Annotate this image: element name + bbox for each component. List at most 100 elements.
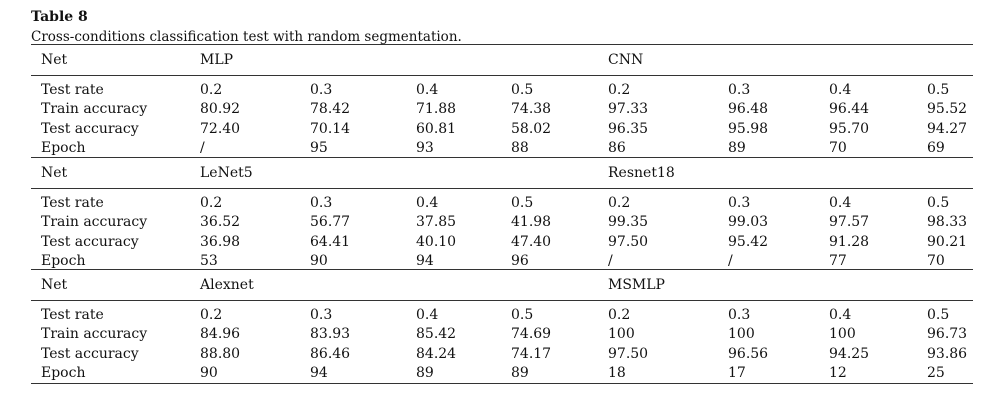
table-cell: 83.93 <box>310 326 351 342</box>
table-cell: 12 <box>829 365 847 381</box>
table-cell: 0.3 <box>310 195 333 211</box>
row-label: Train accuracy <box>41 326 148 342</box>
model-name-left: Alexnet <box>200 277 254 293</box>
table-cell: 0.2 <box>608 307 631 323</box>
table-cell: 0.5 <box>927 307 950 323</box>
table-cell: 93.86 <box>927 346 968 362</box>
table-cell: 0.2 <box>200 195 223 211</box>
row-label: Test accuracy <box>41 121 139 137</box>
table-cell: 96.56 <box>728 346 769 362</box>
section-top-rule <box>31 269 973 270</box>
table-cell: 70.14 <box>310 121 351 137</box>
table-cell: 96.44 <box>829 101 870 117</box>
table-cell: 96.48 <box>728 101 769 117</box>
table-cell: 69 <box>927 140 945 156</box>
table-cell: 17 <box>728 365 746 381</box>
table-cell: 0.5 <box>511 195 534 211</box>
table-cell: 0.4 <box>829 82 852 98</box>
table-cell: 97.57 <box>829 214 870 230</box>
table-cell: 100 <box>829 326 856 342</box>
table-cell: 0.3 <box>310 307 333 323</box>
model-name-right: Resnet18 <box>608 165 675 181</box>
table-title: Table 8 <box>31 9 88 25</box>
table-cell: 89 <box>511 365 529 381</box>
net-label: Net <box>41 52 68 68</box>
row-label: Epoch <box>41 365 86 381</box>
table-cell: 74.17 <box>511 346 552 362</box>
table-cell: 99.03 <box>728 214 769 230</box>
table-cell: 18 <box>608 365 626 381</box>
table-cell: 25 <box>927 365 945 381</box>
table-cell: 86 <box>608 140 626 156</box>
table-caption: Cross-conditions classification test wit… <box>31 29 462 45</box>
row-label: Epoch <box>41 140 86 156</box>
table-cell: 0.5 <box>511 307 534 323</box>
row-label: Train accuracy <box>41 101 148 117</box>
section-header-rule <box>31 188 973 189</box>
table-cell: 93 <box>416 140 434 156</box>
table-cell: 96.35 <box>608 121 649 137</box>
table-cell: 88.80 <box>200 346 241 362</box>
table-cell: 90.21 <box>927 234 968 250</box>
row-label: Test rate <box>41 307 104 323</box>
table-cell: 95.52 <box>927 101 968 117</box>
table-cell: 0.3 <box>310 82 333 98</box>
table-cell: 94 <box>416 253 434 269</box>
table-cell: 0.2 <box>200 82 223 98</box>
table-cell: / <box>728 253 733 269</box>
table-cell: 0.5 <box>511 82 534 98</box>
model-name-right: CNN <box>608 52 644 68</box>
table-cell: 70 <box>829 140 847 156</box>
table-cell: / <box>608 253 613 269</box>
table-cell: 0.3 <box>728 307 751 323</box>
table-cell: 0.4 <box>416 82 439 98</box>
table-cell: 96 <box>511 253 529 269</box>
table-cell: 0.2 <box>200 307 223 323</box>
table-cell: 36.52 <box>200 214 241 230</box>
row-label: Epoch <box>41 253 86 269</box>
row-label: Test rate <box>41 82 104 98</box>
table-cell: 95.70 <box>829 121 870 137</box>
table-cell: 98.33 <box>927 214 968 230</box>
table-cell: 97.50 <box>608 346 649 362</box>
table-cell: 0.5 <box>927 82 950 98</box>
row-label: Test rate <box>41 195 104 211</box>
table-cell: 85.42 <box>416 326 457 342</box>
table-cell: 41.98 <box>511 214 552 230</box>
table-cell: 91.28 <box>829 234 870 250</box>
table-cell: 100 <box>608 326 635 342</box>
table-cell: 89 <box>416 365 434 381</box>
table-cell: 0.4 <box>829 195 852 211</box>
table-cell: 89 <box>728 140 746 156</box>
table-cell: 97.33 <box>608 101 649 117</box>
table-cell: 86.46 <box>310 346 351 362</box>
net-label: Net <box>41 277 68 293</box>
table-cell: 94.27 <box>927 121 968 137</box>
table-cell: 95 <box>310 140 328 156</box>
table-cell: 99.35 <box>608 214 649 230</box>
table-cell: 71.88 <box>416 101 457 117</box>
net-label: Net <box>41 165 68 181</box>
table-cell: 0.4 <box>416 195 439 211</box>
section-header-rule <box>31 300 973 301</box>
table-cell: 78.42 <box>310 101 351 117</box>
table-cell: 96.73 <box>927 326 968 342</box>
table-cell: 77 <box>829 253 847 269</box>
table-cell: 74.38 <box>511 101 552 117</box>
table-cell: 0.4 <box>416 307 439 323</box>
table-cell: 84.96 <box>200 326 241 342</box>
table-cell: 95.42 <box>728 234 769 250</box>
table-cell: 58.02 <box>511 121 552 137</box>
model-name-right: MSMLP <box>608 277 665 293</box>
table-cell: / <box>200 140 205 156</box>
table-cell: 56.77 <box>310 214 351 230</box>
table-cell: 72.40 <box>200 121 241 137</box>
row-label: Test accuracy <box>41 346 139 362</box>
section-top-rule <box>31 44 973 45</box>
table-cell: 40.10 <box>416 234 457 250</box>
table-cell: 0.2 <box>608 82 631 98</box>
model-name-left: MLP <box>200 52 234 68</box>
table-cell: 0.3 <box>728 82 751 98</box>
table-cell: 0.3 <box>728 195 751 211</box>
row-label: Train accuracy <box>41 214 148 230</box>
